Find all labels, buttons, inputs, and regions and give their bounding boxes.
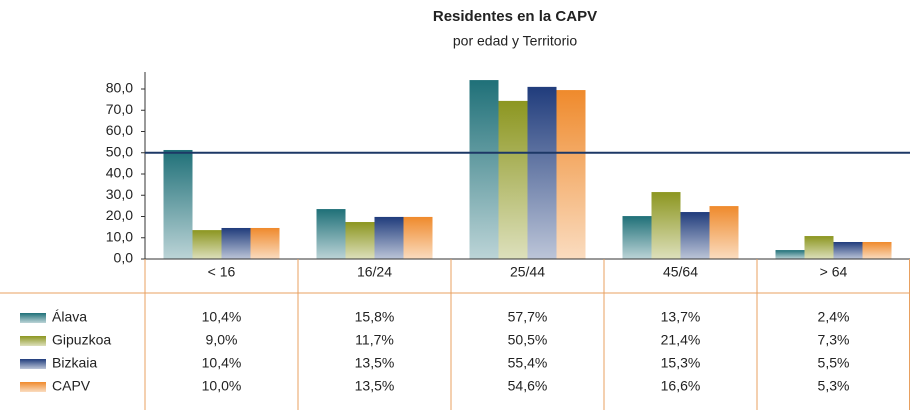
- y-tick-label: 50,0: [106, 143, 133, 159]
- bar: [498, 100, 528, 260]
- bar: [622, 216, 652, 259]
- x-tick-label: 25/44: [510, 264, 545, 280]
- table-cell: 50,5%: [508, 332, 548, 348]
- legend-swatch: [20, 359, 46, 369]
- chart-title: Residentes en la CAPV: [433, 8, 597, 25]
- bar: [221, 227, 251, 259]
- table-cell: 13,7%: [661, 309, 701, 325]
- bar: [775, 250, 805, 259]
- table-cell: 9,0%: [206, 332, 238, 348]
- table-cell: 7,3%: [818, 332, 850, 348]
- legend-label: Bizkaia: [52, 355, 97, 371]
- x-tick-label: < 16: [208, 264, 236, 280]
- table-cell: 10,0%: [202, 378, 242, 394]
- bar: [316, 209, 346, 259]
- table-cell: 11,7%: [355, 332, 394, 348]
- legend-swatch: [20, 313, 46, 323]
- table-cell: 55,4%: [508, 355, 548, 371]
- legend-label: CAPV: [52, 378, 91, 394]
- table-cell: 10,4%: [202, 355, 242, 371]
- bar: [709, 206, 739, 259]
- bar: [163, 149, 193, 259]
- chart-subtitle: por edad y Territorio: [453, 33, 577, 49]
- x-tick-label: > 64: [820, 264, 848, 280]
- bar: [804, 236, 834, 259]
- y-tick-label: 20,0: [106, 207, 133, 223]
- y-tick-label: 10,0: [106, 228, 133, 244]
- table-cell: 21,4%: [661, 332, 701, 348]
- table-cell: 5,5%: [818, 355, 850, 371]
- bar: [469, 80, 499, 259]
- table-cell: 54,6%: [508, 378, 548, 394]
- legend-label: Gipuzkoa: [52, 332, 111, 348]
- bar: [680, 212, 710, 259]
- x-tick-label: 45/64: [663, 264, 698, 280]
- y-tick-label: 30,0: [106, 186, 133, 202]
- table-cell: 15,8%: [355, 309, 395, 325]
- legend-label: Álava: [52, 309, 87, 325]
- bar: [862, 242, 892, 259]
- bar: [250, 227, 280, 259]
- y-tick-label: 0,0: [114, 250, 134, 266]
- bar: [192, 230, 222, 259]
- table-cell: 10,4%: [202, 309, 242, 325]
- table-cell: 57,7%: [508, 309, 548, 325]
- y-tick-label: 60,0: [106, 122, 133, 138]
- bar: [374, 216, 404, 259]
- table-cell: 2,4%: [818, 309, 850, 325]
- table-cell: 16,6%: [661, 378, 701, 394]
- legend-swatch: [20, 336, 46, 346]
- x-tick-label: 16/24: [357, 264, 392, 280]
- bar: [527, 86, 557, 259]
- table-cell: 5,3%: [818, 378, 850, 394]
- bar: [651, 192, 681, 259]
- bar: [556, 90, 586, 259]
- table-cell: 15,3%: [661, 355, 701, 371]
- table-cell: 13,5%: [355, 355, 395, 371]
- bar: [403, 216, 433, 259]
- y-tick-label: 80,0: [106, 80, 133, 96]
- y-tick-label: 70,0: [106, 101, 133, 117]
- bar: [833, 242, 863, 259]
- bar: [345, 222, 375, 259]
- table-cell: 13,5%: [355, 378, 395, 394]
- legend-swatch: [20, 382, 46, 392]
- y-tick-label: 40,0: [106, 165, 133, 181]
